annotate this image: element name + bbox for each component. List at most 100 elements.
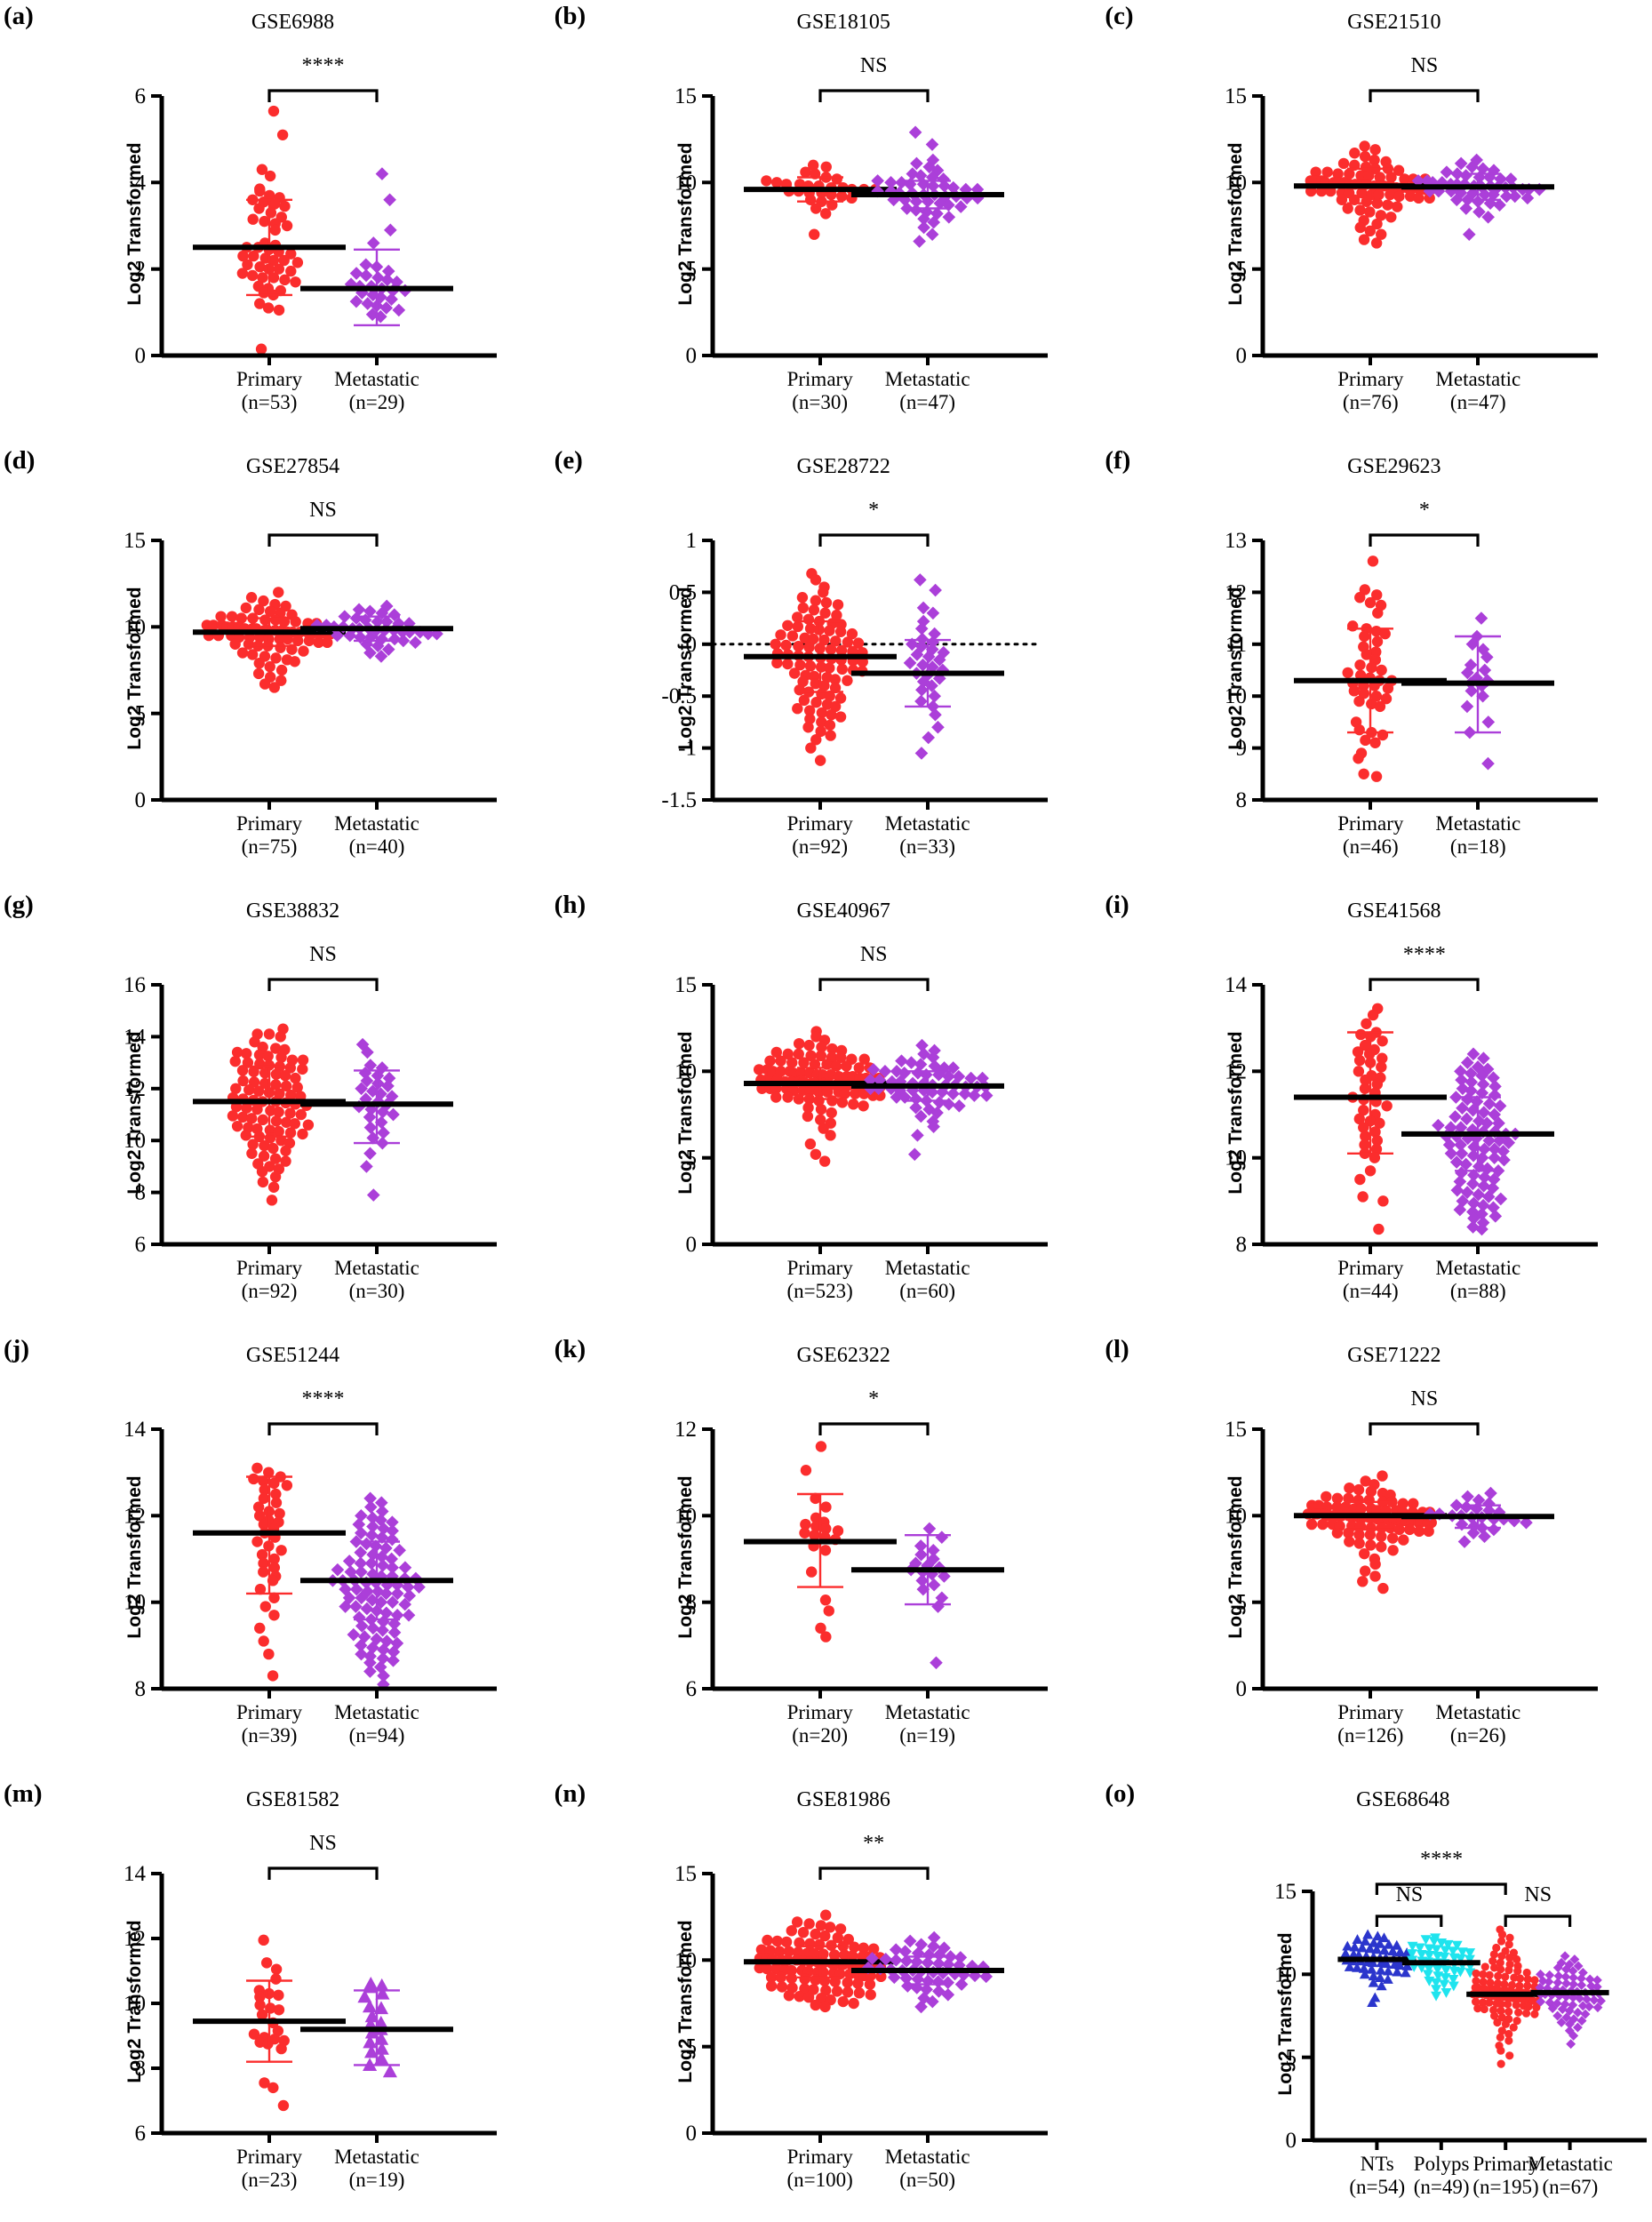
points-k-primary <box>798 1441 843 1643</box>
axes-m <box>159 1874 497 2136</box>
svg-text:5: 5 <box>1286 2046 1297 2070</box>
y-axis-label-h: Log2 Transformed <box>674 1031 696 1195</box>
panel-letter-m: (m) <box>4 1779 43 1808</box>
svg-text:14: 14 <box>1225 973 1248 997</box>
panel-letter-o: (o) <box>1105 1779 1136 1808</box>
sig-bracket-l <box>1369 1422 1480 1435</box>
points-o-metastatic <box>1535 1951 1607 2050</box>
panel-letter-n: (n) <box>554 1779 587 1808</box>
significance-l: NS <box>1410 1387 1439 1411</box>
axes-j <box>159 1429 497 1691</box>
svg-text:15: 15 <box>674 84 697 108</box>
svg-text:9: 9 <box>1236 737 1248 761</box>
x-ticks-h <box>818 1244 930 1254</box>
plot-svg-e: -1.5 -1 -0.5 0 0.5 1 <box>661 529 1048 812</box>
svg-text:1: 1 <box>685 529 697 553</box>
sig-bracket-i <box>1369 978 1480 991</box>
y-ticks-k: 6 8 10 12 <box>674 1418 713 1701</box>
axes-n <box>710 1874 1048 2136</box>
svg-text:15: 15 <box>674 1862 697 1886</box>
panel-b: 0 5 10 15 (b) GSE18105 NS Log2 Transformed Prima… <box>551 0 1102 444</box>
axes-i <box>1260 985 1599 1247</box>
significance-h: NS <box>859 943 888 966</box>
x-label-j-metastatic: Metastatic (n=94) <box>334 1701 419 1746</box>
svg-text:11: 11 <box>1225 633 1247 657</box>
svg-text:13: 13 <box>1225 529 1247 553</box>
y-axis-label-g: Log2 Transformed <box>124 1031 145 1195</box>
points-g-primary <box>227 1023 315 1206</box>
axes-e <box>710 540 1048 803</box>
y-axis-label-j: Log2 Transformed <box>124 1475 145 1639</box>
panel-title-e: GSE28722 <box>796 455 890 478</box>
points-g-metastatic <box>352 1037 400 1202</box>
svg-text:0: 0 <box>685 633 697 657</box>
svg-text:8: 8 <box>685 1591 697 1615</box>
svg-text:15: 15 <box>1225 84 1247 108</box>
x-ticks-g <box>267 1244 379 1254</box>
y-axis-label-c: Log2 Transformed <box>1225 142 1247 306</box>
panel-letter-k: (k) <box>554 1335 587 1363</box>
x-label-h-primary: Primary (n=523) <box>786 1257 853 1302</box>
sig-bracket-o-right <box>1504 1914 1572 1927</box>
svg-text:6: 6 <box>135 2122 147 2146</box>
x-label-o-nts: NTs (n=54) <box>1349 2153 1406 2198</box>
y-axis-label-l: Log2 Transformed <box>1225 1475 1247 1639</box>
y-ticks-n: 0 5 10 15 <box>674 1862 713 2146</box>
significance-n: ** <box>863 1832 885 1855</box>
significance-a: **** <box>301 54 345 77</box>
svg-text:0.5: 0.5 <box>668 580 696 604</box>
plot-svg-h: 0 5 10 15 <box>674 973 1048 1257</box>
sig-bracket-b <box>818 89 930 102</box>
x-label-d-metastatic: Metastatic (n=40) <box>334 812 419 858</box>
significance-o-right: NS <box>1524 1883 1552 1906</box>
svg-text:10: 10 <box>674 1948 697 1972</box>
panel-title-o: GSE68648 <box>1356 1788 1450 1811</box>
plot-svg-j: 8 10 12 14 <box>124 1418 497 1701</box>
sig-bracket-m <box>267 1866 379 1880</box>
svg-text:5: 5 <box>1236 258 1248 282</box>
x-label-a-primary: Primary (n=53) <box>235 368 303 413</box>
y-axis-label-d: Log2 Transformed <box>124 587 145 750</box>
y-ticks-h: 0 5 10 15 <box>674 973 713 1257</box>
plot-svg-a: 0 2 4 6 <box>135 84 497 368</box>
panel-letter-h: (h) <box>554 891 587 919</box>
axes-o <box>1310 1891 1648 2143</box>
points-l-primary <box>1303 1470 1438 1595</box>
panel-o: 0 5 10 15 (o) GSE68648 **** NS NS Log2 Transforme… <box>1101 1778 1652 2222</box>
svg-text:12: 12 <box>1225 580 1247 604</box>
sig-bracket-e <box>818 533 930 547</box>
svg-text:4: 4 <box>135 171 147 195</box>
significance-b: NS <box>859 54 888 77</box>
panel-a: 0 2 4 6 (a) GSE6988 **** Log2 Transformed Primar… <box>0 0 551 444</box>
plot-svg-n: 0 5 10 15 <box>674 1862 1048 2146</box>
x-ticks-a <box>267 356 379 365</box>
panel-f: 8 9 10 11 12 13 (f) GSE29623 * Log2 Transformed Pr… <box>1101 444 1652 889</box>
x-label-i-primary: Primary (n=44) <box>1337 1257 1404 1302</box>
sig-bracket-g <box>267 978 379 991</box>
svg-text:5: 5 <box>685 2035 697 2059</box>
y-ticks-j: 8 10 12 14 <box>124 1418 162 1701</box>
svg-text:14: 14 <box>124 1025 147 1049</box>
significance-g: NS <box>309 943 337 966</box>
x-label-n-metastatic: Metastatic (n=50) <box>884 2146 970 2191</box>
sig-bracket-d <box>267 533 379 547</box>
x-label-k-metastatic: Metastatic (n=19) <box>884 1701 970 1746</box>
points-e-primary <box>770 568 868 766</box>
svg-text:-0.5: -0.5 <box>661 684 697 708</box>
significance-j: **** <box>301 1387 345 1411</box>
svg-text:15: 15 <box>124 529 146 553</box>
panel-title-h: GSE40967 <box>796 899 890 923</box>
panel-letter-b: (b) <box>554 2 587 30</box>
x-label-m-metastatic: Metastatic (n=19) <box>334 2146 419 2191</box>
significance-f: * <box>1418 499 1430 522</box>
panel-title-n: GSE81986 <box>796 1788 890 1811</box>
plot-svg-f: 8 9 10 11 12 13 <box>1225 529 1599 812</box>
x-ticks-n <box>818 2133 930 2143</box>
x-label-a-metastatic: Metastatic (n=29) <box>334 368 419 413</box>
panel-letter-a: (a) <box>4 2 34 30</box>
y-axis-label-m: Log2 Transformed <box>124 1920 145 2083</box>
svg-text:10: 10 <box>674 171 697 195</box>
panel-title-l: GSE71222 <box>1347 1344 1441 1367</box>
points-o-polyps <box>1407 1933 1476 2002</box>
points-o-nts <box>1340 1929 1414 2007</box>
